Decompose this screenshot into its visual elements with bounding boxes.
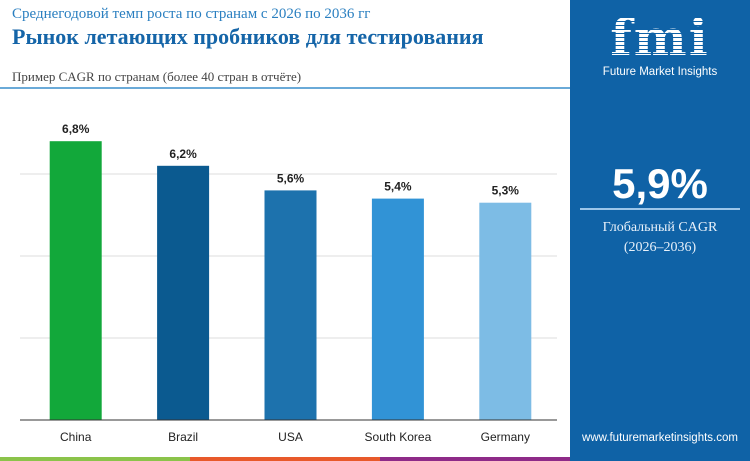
bar-south-korea bbox=[371, 198, 424, 420]
x-tick-label: Germany bbox=[481, 430, 530, 444]
bar-germany bbox=[479, 202, 532, 420]
bar-usa bbox=[264, 190, 317, 420]
chart-subtitle: Среднегодовой темп роста по странам с 20… bbox=[12, 6, 371, 22]
global-cagr-period: (2026–2036) bbox=[623, 240, 697, 255]
bar-chart: 6,8% China 6,2% Brazil 5,6% USA 5,4% South Kore… bbox=[20, 122, 557, 444]
data-label: 6,8% bbox=[62, 122, 90, 136]
logo-mark: fmi bbox=[570, 10, 750, 66]
logo-name: Future Market Insights bbox=[602, 66, 718, 78]
data-label: 5,4% bbox=[384, 180, 412, 194]
header-divider bbox=[0, 87, 570, 89]
global-cagr-value: 5,9% bbox=[612, 160, 708, 207]
panel-divider bbox=[580, 208, 740, 210]
side-panel: fmi Future Market Insights 5,9% Глобальн… bbox=[570, 0, 750, 461]
data-label: 6,2% bbox=[169, 147, 197, 161]
footer-strip-orange bbox=[190, 457, 380, 461]
fmi-logo: fmi Future Market Insights bbox=[570, 10, 750, 79]
data-label: 5,3% bbox=[492, 184, 520, 198]
global-cagr-title: Глобальный CAGR bbox=[602, 220, 718, 235]
chart-note: Пример CAGR по странам (более 40 стран в… bbox=[12, 69, 302, 84]
footer-strip-green bbox=[0, 457, 190, 461]
x-tick-label: Brazil bbox=[168, 430, 198, 444]
footer-strip-purple bbox=[380, 457, 570, 461]
x-tick-label: China bbox=[60, 430, 92, 444]
bar-brazil bbox=[157, 165, 210, 420]
data-label: 5,6% bbox=[277, 171, 305, 185]
website-link[interactable]: www.futuremarketinsights.com bbox=[582, 432, 738, 444]
x-tick-label: USA bbox=[278, 430, 303, 444]
bar-china bbox=[49, 141, 102, 420]
chart-title: Рынок летающих пробников для тестировани… bbox=[12, 24, 484, 49]
global-cagr-label: Глобальный CAGR (2026–2036) bbox=[570, 218, 750, 258]
x-tick-label: South Korea bbox=[365, 430, 432, 444]
